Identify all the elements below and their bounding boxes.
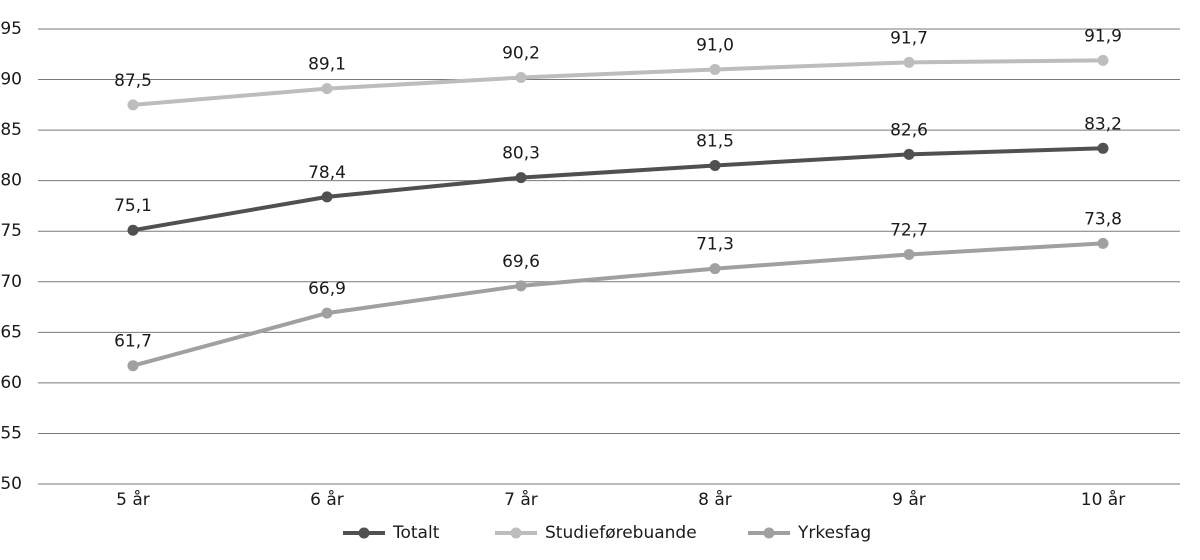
value-label: 83,2	[1084, 114, 1122, 134]
legend-marker	[358, 527, 370, 539]
value-label: 72,7	[890, 220, 928, 240]
value-label: 91,7	[890, 28, 928, 48]
value-label: 82,6	[890, 120, 928, 140]
legend-label: Studieførebuande	[545, 523, 697, 543]
value-label: 73,8	[1084, 209, 1122, 229]
x-tick-label: 6 år	[310, 489, 344, 510]
series-line	[132, 241, 1104, 368]
value-label: 61,7	[114, 332, 152, 352]
value-label: 75,1	[114, 196, 152, 216]
y-tick-label: 60	[0, 373, 22, 393]
value-label: 66,9	[308, 279, 346, 299]
point	[321, 191, 333, 203]
point	[1097, 142, 1109, 154]
y-tick-label: 70	[0, 272, 22, 292]
value-label: 91,0	[696, 35, 734, 55]
value-label: 87,5	[114, 71, 152, 91]
point	[321, 307, 333, 319]
y-tick-label: 50	[0, 474, 22, 494]
x-tick-label: 5 år	[116, 489, 150, 510]
point	[515, 280, 527, 292]
value-label: 91,9	[1084, 26, 1122, 46]
point	[709, 160, 721, 171]
point	[709, 63, 721, 75]
legend-marker	[763, 527, 775, 539]
point	[127, 360, 139, 372]
point	[1097, 54, 1109, 66]
value-label: 80,3	[502, 144, 540, 164]
value-label: 78,4	[308, 163, 346, 183]
value-label: 69,6	[502, 252, 540, 272]
legend-label: Yrkesfag	[797, 523, 871, 543]
value-label: 90,2	[502, 44, 540, 64]
point	[515, 172, 527, 184]
y-tick-label: 55	[0, 423, 22, 443]
point	[321, 83, 333, 95]
point	[1097, 237, 1109, 249]
y-tick-label: 65	[0, 322, 22, 342]
y-tick-label: 90	[0, 70, 22, 90]
x-tick-label: 9 år	[892, 489, 926, 510]
point	[903, 148, 915, 160]
point	[903, 56, 915, 68]
y-tick-label: 75	[0, 221, 22, 241]
point	[127, 224, 139, 236]
legend-label: Totalt	[392, 523, 440, 543]
point	[515, 72, 527, 84]
value-label: 71,3	[696, 235, 734, 255]
x-tick-label: 10 år	[1081, 489, 1125, 510]
value-label: 81,5	[696, 132, 734, 152]
x-tick-label: 7 år	[504, 489, 538, 510]
y-tick-label: 80	[0, 171, 22, 191]
x-tick-label: 8 år	[698, 489, 732, 510]
point	[127, 99, 139, 111]
legend-marker	[510, 527, 522, 539]
point	[709, 263, 721, 275]
series-line	[132, 58, 1104, 107]
y-tick-label: 95	[0, 19, 22, 39]
series-line	[132, 146, 1104, 233]
point	[903, 248, 915, 260]
y-tick-label: 85	[0, 120, 22, 140]
value-label: 89,1	[308, 55, 346, 75]
